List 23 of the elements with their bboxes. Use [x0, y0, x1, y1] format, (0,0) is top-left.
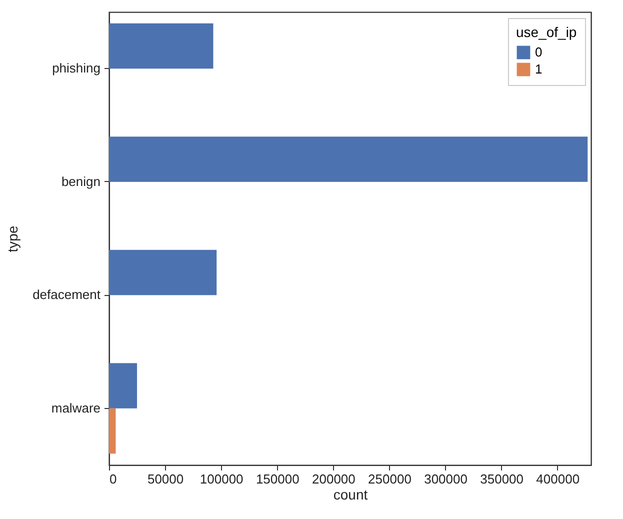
x-tick-label: 0 — [110, 472, 117, 486]
bar — [109, 250, 217, 296]
x-tick-label: 150000 — [256, 472, 300, 486]
y-tick-label: benign — [61, 174, 100, 189]
y-tick-label: malware — [51, 400, 100, 416]
legend-title: use_of_ip — [516, 24, 577, 40]
x-tick-label: 250000 — [368, 472, 412, 486]
y-axis-title: type — [4, 226, 21, 252]
bar — [109, 363, 138, 408]
legend-label: 0 — [535, 44, 542, 60]
x-tick-label: 350000 — [480, 472, 524, 486]
x-axis-title: count — [333, 486, 368, 502]
bar — [109, 23, 214, 69]
x-tick-label: 200000 — [312, 472, 356, 486]
bar — [109, 136, 588, 182]
bar — [109, 408, 116, 454]
x-tick-label: 400000 — [536, 472, 580, 486]
y-tick-label: defacement — [32, 287, 101, 302]
y-tick-label: phishing — [52, 60, 100, 76]
legend-label: 1 — [535, 62, 542, 76]
x-tick-label: 100000 — [200, 472, 244, 486]
x-tick-label: 300000 — [424, 472, 468, 486]
x-tick-label: 50000 — [147, 472, 184, 486]
